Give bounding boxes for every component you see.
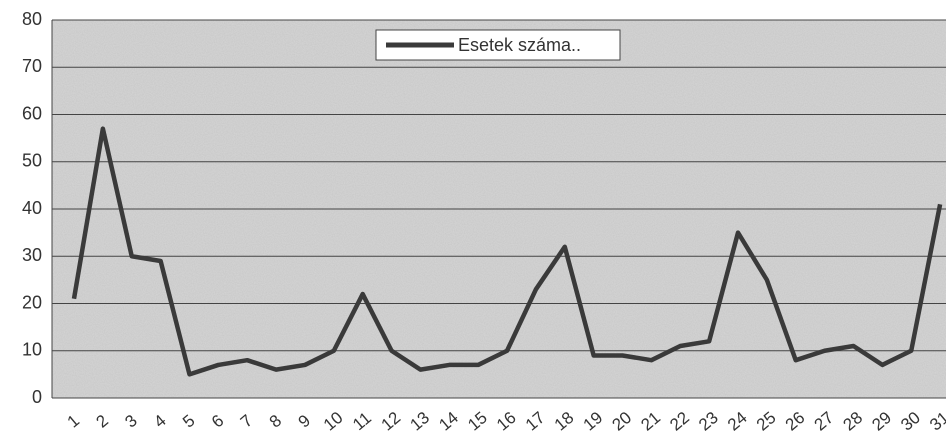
x-tick-label: 5 (179, 411, 198, 432)
legend-label: Esetek száma.. (458, 35, 581, 55)
x-tick-label: 23 (695, 408, 722, 435)
x-tick-label: 31 (926, 408, 946, 435)
x-tick-label: 21 (637, 408, 664, 435)
x-tick-label: 16 (493, 408, 520, 435)
y-tick-label: 80 (22, 9, 42, 29)
x-tick-label: 29 (868, 408, 895, 435)
x-tick-label: 24 (724, 408, 751, 435)
x-tick-label: 7 (237, 411, 256, 432)
x-tick-label: 4 (150, 411, 169, 432)
x-tick-label: 17 (522, 408, 549, 435)
y-tick-label: 60 (22, 103, 42, 123)
x-tick-label: 9 (295, 411, 314, 432)
y-tick-label: 10 (22, 340, 42, 360)
x-tick-label: 27 (811, 408, 838, 435)
x-tick-label: 6 (208, 411, 227, 432)
x-tick-label: 18 (551, 408, 578, 435)
x-tick-label: 22 (666, 408, 693, 435)
y-tick-label: 20 (22, 292, 42, 312)
x-tick-label: 26 (782, 408, 809, 435)
y-tick-label: 50 (22, 151, 42, 171)
x-tick-label: 14 (435, 408, 462, 435)
x-tick-label: 11 (349, 408, 375, 434)
x-tick-label: 12 (378, 408, 405, 435)
x-tick-label: 8 (266, 411, 285, 432)
x-tick-label: 3 (121, 411, 140, 432)
x-tick-label: 1 (64, 411, 83, 432)
x-tick-label: 19 (580, 408, 607, 435)
y-tick-label: 70 (22, 56, 42, 76)
line-series (71, 126, 943, 377)
x-tick-label: 10 (320, 408, 347, 435)
y-tick-label: 0 (32, 387, 42, 407)
y-tick-label: 30 (22, 245, 42, 265)
x-tick-label: 15 (464, 408, 491, 435)
x-tick-label: 13 (406, 408, 433, 435)
y-tick-label: 40 (22, 198, 42, 218)
x-tick-label: 30 (897, 408, 924, 435)
x-tick-label: 2 (92, 411, 111, 432)
x-tick-label: 20 (609, 408, 636, 435)
x-tick-label: 25 (753, 408, 780, 435)
x-tick-label: 28 (839, 408, 866, 435)
